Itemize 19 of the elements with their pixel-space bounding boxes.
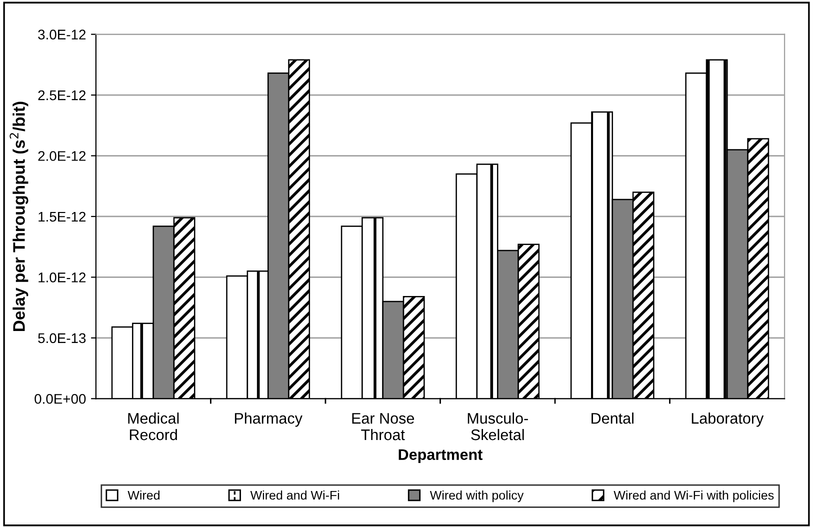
x-tick-label: Laboratory	[692, 412, 764, 427]
legend-label: Wired with policy	[430, 490, 524, 502]
x-tick-label: Musculo- Skeletal	[468, 412, 528, 440]
y-tick-label: 1.5E-12	[38, 212, 86, 222]
legend-label: Wired	[128, 490, 160, 500]
y-tick-label: 5.0E-13	[38, 333, 86, 344]
y-tick-label: 3.0E-12	[38, 30, 86, 40]
y-tick-label: 2.0E-12	[38, 151, 86, 161]
y-tick-label: 0.0E+00	[34, 394, 86, 404]
legend-label: Wired and Wi-Fi	[250, 490, 340, 500]
x-tick-label: Dental	[592, 412, 634, 424]
y-tick-label: 2.5E-12	[38, 90, 86, 100]
x-axis-title: Department	[398, 449, 482, 464]
x-tick-label: Ear Nose Throat	[352, 413, 414, 440]
y-axis-title: Delay per Throughput (s$^{2}$/bit)	[10, 102, 28, 332]
x-tick-label: Pharmacy	[234, 412, 302, 427]
legend-label: Wired and Wi-Fi with policies	[614, 490, 774, 502]
y-tick-label: 1.0E-12	[38, 272, 86, 282]
x-tick-label: Medical Record	[128, 412, 179, 440]
